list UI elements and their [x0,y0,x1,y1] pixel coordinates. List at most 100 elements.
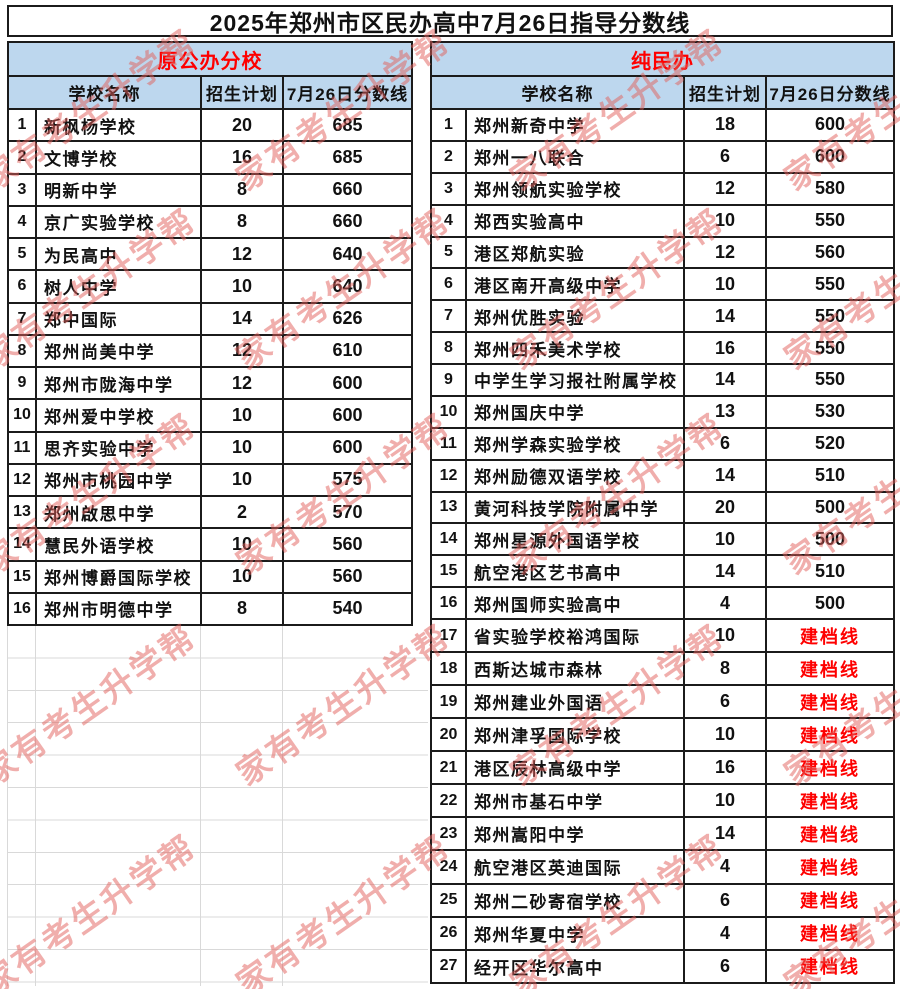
row-number-cell: 7 [430,299,467,334]
table-row: 21 港区辰林高级中学 16 建档线 [430,750,895,786]
row-number-cell: 17 [430,617,467,654]
score-cell: 626 [282,301,413,336]
school-name-cell: 郑州二砂寄宿学校 [465,882,685,918]
plan-cell: 10 [200,398,284,433]
row-number-cell: 11 [7,430,37,465]
school-name-cell: 郑州市陇海中学 [35,365,202,401]
score-cell: 660 [282,204,413,240]
score-cell: 建档线 [765,849,895,885]
plan-cell: 8 [683,651,767,687]
row-number-cell: 10 [430,394,467,429]
row-number-cell: 7 [7,301,37,336]
table-row: 4 京广实验学校 8 660 [7,204,413,240]
score-cell: 建档线 [765,948,895,985]
score-cell: 建档线 [765,684,895,720]
row-number-cell: 25 [430,882,467,918]
row-number-cell: 10 [7,398,37,433]
table-row: 16 郑州市明德中学 8 540 [7,591,413,627]
score-cell: 640 [282,236,413,272]
row-number-cell: 15 [430,554,467,589]
score-cell: 560 [282,559,413,594]
score-cell: 500 [765,586,895,620]
school-name-cell: 航空港区英迪国际 [465,849,685,885]
plan-cell: 8 [200,591,284,627]
score-cell: 560 [765,235,895,270]
plan-cell: 14 [683,554,767,589]
row-number-cell: 11 [430,426,467,461]
score-cell: 600 [765,139,895,174]
group-header-row: 原公办分校 [7,41,413,77]
table-row: 11 思齐实验中学 10 600 [7,430,413,465]
empty-grid-line [7,626,8,986]
plan-cell: 10 [683,717,767,753]
row-number-cell: 18 [430,651,467,687]
row-number-cell: 9 [7,365,37,401]
row-number-cell: 6 [430,267,467,302]
school-name-cell: 黄河科技学院附属中学 [465,490,685,525]
column-header-score: 7月26日分数线 [282,75,413,110]
school-name-cell: 慧民外语学校 [35,527,202,562]
score-cell: 510 [765,554,895,589]
plan-cell: 4 [683,849,767,885]
row-number-cell: 20 [430,717,467,753]
table-row: 2 文博学校 16 685 [7,140,413,175]
plan-cell: 12 [200,333,284,369]
row-number-cell: 12 [7,462,37,498]
score-cell: 500 [765,490,895,525]
group-header-public-branch: 原公办分校 [7,41,413,77]
score-cell: 建档线 [765,882,895,918]
row-number-cell: 14 [430,522,467,557]
school-name-cell: 郑州市明德中学 [35,591,202,627]
school-name-cell: 郑州华夏中学 [465,915,685,951]
empty-grid-line [282,626,283,986]
score-cell: 510 [765,458,895,493]
table-row: 27 经开区华尔高中 6 建档线 [430,948,895,985]
table-row: 17 省实验学校裕鸿国际 10 建档线 [430,617,895,654]
table-row: 10 郑州国庆中学 13 530 [430,394,895,429]
row-number-cell: 26 [430,915,467,951]
score-cell: 建档线 [765,651,895,687]
pure-private-table: 纯民办 学校名称 招生计划 7月26日分数线 1 郑州新奇中学 18 600 2… [430,41,895,985]
table-row: 1 新枫杨学校 20 685 [7,107,413,143]
score-cell: 600 [282,365,413,401]
row-number-cell: 5 [430,235,467,270]
school-name-cell: 航空港区艺书高中 [465,554,685,589]
school-name-cell: 郑州学森实验学校 [465,426,685,461]
row-number-cell: 27 [430,948,467,985]
column-header-plan: 招生计划 [683,75,767,110]
table-row: 26 郑州华夏中学 4 建档线 [430,915,895,951]
column-header-row: 学校名称 招生计划 7月26日分数线 [7,75,413,110]
column-header-row: 学校名称 招生计划 7月26日分数线 [430,75,895,110]
score-cell: 540 [282,591,413,627]
plan-cell: 14 [200,301,284,336]
row-number-cell: 4 [7,204,37,240]
row-number-cell: 6 [7,269,37,304]
score-cell: 建档线 [765,617,895,654]
empty-grid [7,626,428,986]
school-name-cell: 经开区华尔高中 [465,948,685,985]
row-number-cell: 1 [7,107,37,143]
table-row: 3 郑州领航实验学校 12 580 [430,171,895,206]
plan-cell: 14 [683,816,767,852]
plan-cell: 10 [200,462,284,498]
table-row: 8 郑州四禾美术学校 16 550 [430,331,895,365]
plan-cell: 10 [200,269,284,304]
group-header-row: 纯民办 [430,41,895,77]
school-name-cell: 郑州博爵国际学校 [35,559,202,594]
table-row: 6 树人中学 10 640 [7,269,413,304]
row-number-cell: 2 [430,139,467,174]
row-number-cell: 8 [430,331,467,365]
table-row: 16 郑州国师实验高中 4 500 [430,586,895,620]
score-cell: 建档线 [765,783,895,819]
school-name-cell: 郑州津孚国际学校 [465,717,685,753]
table-row: 14 郑州星源外国语学校 10 500 [430,522,895,557]
score-cell: 建档线 [765,816,895,852]
table-row: 12 郑州市桃园中学 10 575 [7,462,413,498]
score-cell: 685 [282,107,413,143]
plan-cell: 4 [683,915,767,951]
plan-cell: 20 [683,490,767,525]
plan-cell: 12 [200,236,284,272]
page-title: 2025年郑州市区民办高中7月26日指导分数线 [7,5,893,37]
score-cell: 530 [765,394,895,429]
row-number-cell: 22 [430,783,467,819]
